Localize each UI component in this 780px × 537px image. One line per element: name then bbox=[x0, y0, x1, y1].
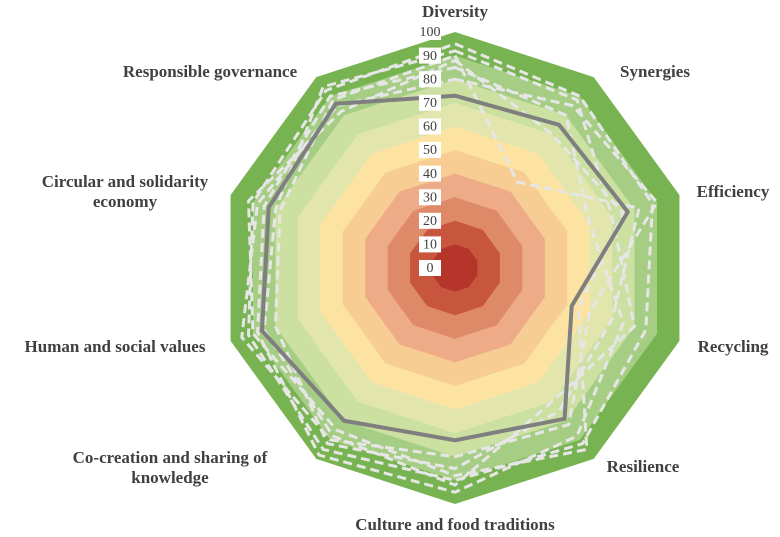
tick-label: 60 bbox=[423, 120, 437, 135]
axis-label: Human and social values bbox=[24, 337, 206, 356]
axis-label: Synergies bbox=[620, 62, 690, 81]
axis-label: Recycling bbox=[697, 337, 769, 356]
tick-label-bg bbox=[419, 189, 441, 206]
series-line bbox=[259, 93, 630, 443]
tick-label-bg bbox=[419, 142, 441, 158]
tick-label-bg bbox=[419, 94, 441, 111]
tick-label-bg bbox=[419, 236, 441, 253]
series-line-dashed bbox=[247, 58, 625, 478]
tick-label: 50 bbox=[423, 143, 437, 158]
series-line-dashed bbox=[273, 54, 641, 471]
axis-label: Diversity bbox=[421, 2, 489, 21]
tick-label-bg bbox=[419, 24, 441, 40]
tick-label: 80 bbox=[423, 72, 437, 87]
tick-label: 30 bbox=[423, 190, 437, 205]
axis-label: Responsible governance bbox=[122, 62, 298, 81]
tick-label-bg bbox=[419, 260, 441, 276]
axis-label: Co-creation and sharing of knowledge bbox=[72, 448, 268, 487]
axis-label: Culture and food traditions bbox=[355, 515, 555, 534]
tick-label-bg bbox=[419, 165, 441, 182]
tick-label: 20 bbox=[423, 214, 437, 229]
tick-label-bg bbox=[419, 212, 441, 229]
band bbox=[432, 244, 478, 292]
tick-label: 10 bbox=[423, 238, 437, 253]
tick-label: 0 bbox=[427, 261, 434, 276]
tick-label: 90 bbox=[423, 49, 437, 64]
tick-label: 70 bbox=[423, 96, 437, 111]
tick-label-bg bbox=[419, 47, 441, 64]
tick-label: 100 bbox=[420, 25, 441, 40]
axis-label: Efficiency bbox=[696, 182, 770, 201]
tick-label-bg bbox=[419, 71, 441, 88]
axis-label: Resilience bbox=[606, 457, 680, 476]
axis-label: Circular and solidarity economy bbox=[41, 172, 209, 211]
series-line-dashed bbox=[240, 77, 659, 459]
tick-label-bg bbox=[419, 118, 441, 135]
tick-label: 40 bbox=[423, 167, 437, 182]
